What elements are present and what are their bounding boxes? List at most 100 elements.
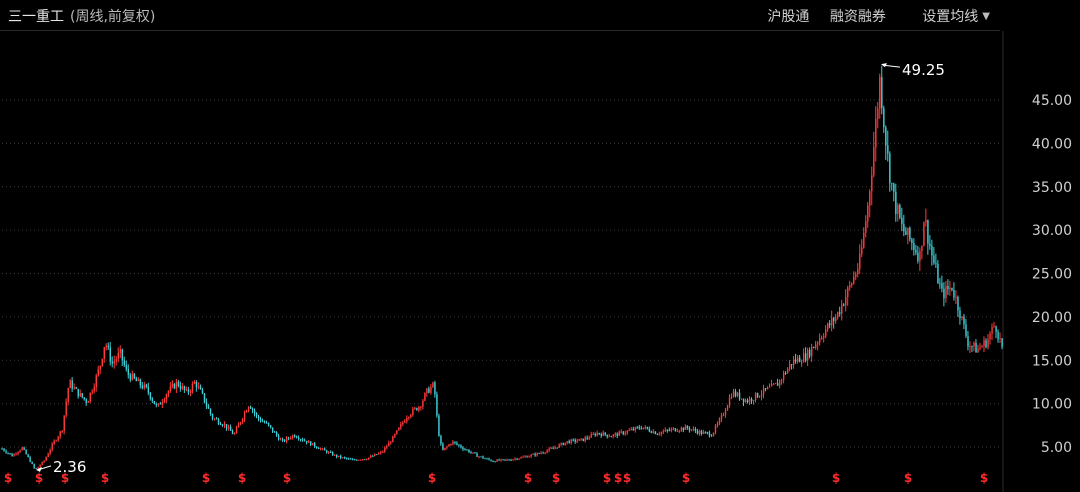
candle-body bbox=[231, 430, 234, 435]
candle-body bbox=[434, 382, 436, 395]
price-annotation-label: 2.36 bbox=[53, 458, 86, 476]
candle-body bbox=[604, 432, 607, 435]
event-marker-icon[interactable]: $ bbox=[832, 471, 840, 485]
candle-body bbox=[133, 373, 136, 379]
hk-connect-button[interactable]: 沪股通 bbox=[767, 9, 810, 25]
candle-body bbox=[201, 389, 204, 394]
candle-body bbox=[917, 252, 919, 262]
candle-body bbox=[85, 399, 87, 403]
candle-body bbox=[175, 381, 178, 389]
candle-body bbox=[468, 449, 470, 453]
chart-mode: (周线,前复权) bbox=[70, 9, 156, 25]
event-marker-icon[interactable]: $ bbox=[980, 471, 988, 485]
candle-body bbox=[295, 436, 298, 438]
candle-body bbox=[847, 287, 849, 298]
candle-body bbox=[125, 364, 128, 369]
candle-body bbox=[93, 386, 95, 392]
event-marker-icon[interactable]: $ bbox=[682, 471, 690, 485]
candle-body bbox=[203, 393, 206, 403]
candle-body bbox=[999, 338, 1001, 340]
candle-body bbox=[318, 448, 320, 450]
event-marker-icon[interactable]: $ bbox=[552, 471, 560, 485]
y-tick-label: 10.00 bbox=[1032, 397, 1072, 413]
candle-body bbox=[101, 358, 104, 366]
event-marker-icon[interactable]: $ bbox=[623, 471, 631, 485]
candle-body bbox=[540, 452, 542, 454]
candle-body bbox=[384, 447, 386, 452]
candle-body bbox=[31, 461, 33, 464]
candle-body bbox=[562, 442, 564, 446]
candle-body bbox=[929, 243, 931, 246]
candle-body bbox=[364, 459, 366, 461]
ma-settings-button[interactable]: 设置均线 ▼ bbox=[906, 9, 990, 25]
candle-body bbox=[183, 386, 186, 390]
candle-body bbox=[897, 204, 899, 214]
candle-body bbox=[35, 468, 37, 470]
margin-trading-button[interactable]: 融资融券 bbox=[829, 9, 886, 25]
candle-body bbox=[488, 458, 490, 460]
candle-body bbox=[25, 449, 27, 455]
candle-body bbox=[426, 388, 428, 394]
candle-body bbox=[714, 425, 717, 433]
candle-body bbox=[490, 459, 492, 462]
candle-body bbox=[185, 389, 188, 391]
candle-body bbox=[348, 458, 350, 460]
candle-body bbox=[71, 380, 73, 389]
candle-body bbox=[412, 408, 414, 415]
candle-body bbox=[504, 459, 506, 461]
candle-body bbox=[109, 347, 112, 362]
candle-body bbox=[774, 383, 777, 385]
candle-body bbox=[788, 364, 791, 369]
candle-body bbox=[165, 394, 168, 400]
event-marker-icon[interactable]: $ bbox=[61, 471, 69, 485]
candle-body bbox=[498, 459, 500, 461]
candle-body bbox=[564, 442, 566, 446]
candle-body bbox=[388, 442, 390, 447]
candle-body bbox=[233, 433, 236, 435]
candle-body bbox=[578, 439, 580, 441]
candle-body bbox=[113, 361, 116, 364]
event-marker-icon[interactable]: $ bbox=[202, 471, 210, 485]
event-marker-icon[interactable]: $ bbox=[35, 471, 43, 485]
candle-body bbox=[606, 434, 609, 437]
candle-body bbox=[21, 447, 23, 451]
stock-name[interactable]: 三一重工 bbox=[8, 9, 64, 25]
candle-body bbox=[706, 432, 709, 434]
candle-body bbox=[716, 423, 719, 426]
chart-header: 三一重工 (周线,前复权) 沪股通 融资融券 设置均线 ▼ bbox=[0, 0, 1080, 31]
candle-body bbox=[360, 459, 362, 461]
candle-body bbox=[580, 438, 582, 440]
candle-body bbox=[740, 398, 743, 400]
candle-body bbox=[273, 431, 276, 433]
event-marker-icon[interactable]: $ bbox=[428, 471, 436, 485]
event-marker-icon[interactable]: $ bbox=[904, 471, 912, 485]
event-marker-icon[interactable]: $ bbox=[603, 471, 611, 485]
event-marker-icon[interactable]: $ bbox=[283, 471, 291, 485]
candle-body bbox=[654, 431, 657, 435]
candle-body bbox=[99, 365, 101, 370]
candle-body bbox=[13, 453, 15, 457]
candle-body bbox=[484, 458, 486, 460]
event-marker-icon[interactable]: $ bbox=[4, 471, 12, 485]
event-marker-icon[interactable]: $ bbox=[524, 471, 532, 485]
candle-body bbox=[380, 451, 382, 454]
candle-body bbox=[544, 452, 546, 454]
candle-body bbox=[796, 357, 799, 362]
candle-body bbox=[209, 408, 212, 415]
candle-body bbox=[195, 381, 198, 388]
candle-body bbox=[143, 384, 146, 389]
candle-body bbox=[632, 428, 635, 431]
candle-body bbox=[496, 459, 498, 462]
candle-body bbox=[422, 400, 424, 407]
candle-body bbox=[3, 448, 5, 451]
event-marker-icon[interactable]: $ bbox=[101, 471, 109, 485]
candle-body bbox=[299, 439, 302, 441]
event-marker-icon[interactable]: $ bbox=[238, 471, 246, 485]
candle-body bbox=[720, 415, 723, 419]
candle-body bbox=[754, 392, 757, 401]
candle-body bbox=[634, 427, 637, 431]
event-marker-icon[interactable]: $ bbox=[614, 471, 622, 485]
candle-body bbox=[374, 454, 376, 456]
candle-body bbox=[167, 391, 170, 395]
